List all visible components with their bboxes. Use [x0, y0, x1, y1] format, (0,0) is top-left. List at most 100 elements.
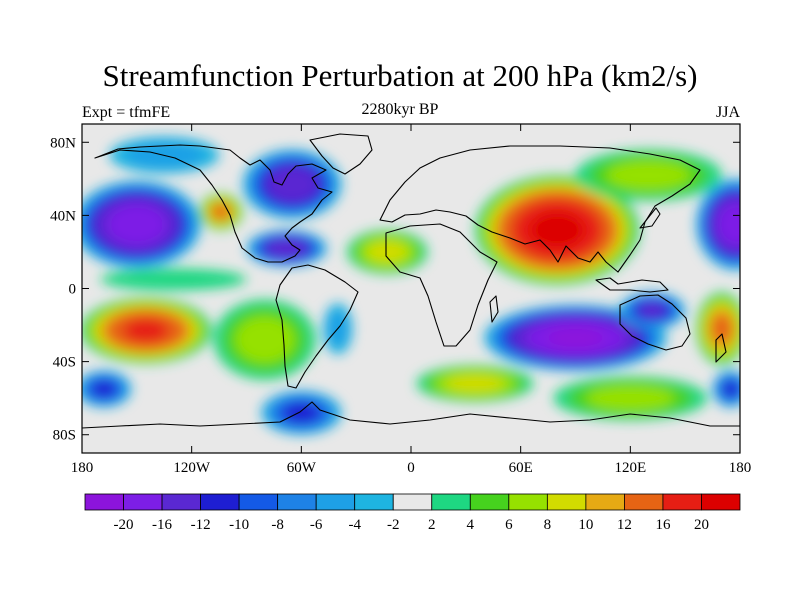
time-label: 2280kyr BP	[361, 101, 439, 118]
contour-fill	[638, 302, 666, 318]
colorbar-swatch	[238, 493, 279, 511]
coast-antarctica	[82, 401, 740, 429]
colorbar-swatch	[315, 493, 356, 511]
feature-north-atlantic-high	[347, 230, 428, 274]
colorbar-label: -10	[229, 517, 249, 533]
coast-greenland	[309, 133, 373, 175]
lon-tick-label: 60E	[509, 460, 533, 476]
colorbar-swatch	[469, 493, 510, 511]
feature-south-indian-high-east	[553, 376, 708, 421]
colorbar-label: -6	[310, 517, 323, 533]
feature-hudson-bay-low	[242, 149, 342, 220]
contour-fill	[265, 238, 309, 259]
contour-fill	[265, 165, 319, 203]
colorbar-label: 6	[505, 517, 513, 533]
plot-title: Streamfunction Perturbation at 200 hPa (…	[102, 58, 698, 93]
colorbar-label: 20	[694, 517, 709, 533]
colorbar-label: -16	[152, 517, 172, 533]
colorbar-swatch	[123, 493, 163, 511]
feature-south-indian-high	[416, 365, 534, 402]
lon-tick-label: 120W	[173, 460, 211, 476]
feature-caribbean-low	[246, 230, 327, 267]
feature-south-ocean-low-west	[82, 370, 132, 408]
feature-pacific-high-east-asia	[575, 149, 722, 201]
field-layer	[82, 136, 740, 435]
contour-fill	[211, 204, 230, 220]
colorbar-swatch	[508, 493, 548, 511]
contour-fill	[717, 202, 740, 247]
map-area	[82, 124, 740, 453]
coast-indonesia	[595, 277, 669, 293]
feature-western-australia-low	[619, 292, 686, 329]
lat-tick-label: 80N	[50, 135, 76, 151]
contour-fill	[122, 318, 170, 343]
feature-south-pacific-high	[82, 297, 212, 364]
colorbar-swatch	[392, 493, 433, 511]
colorbar-label: 4	[467, 517, 475, 533]
colorbar-label: -20	[114, 517, 134, 533]
colorbar: -20 -16 -12 -10 -8 -6 -4 -2 2 4 6 8 10 12 16 20	[84, 493, 741, 533]
coast-new-zealand	[715, 333, 727, 363]
colorbar-swatch	[84, 493, 124, 511]
colorbar-label: 10	[578, 517, 593, 533]
contour-fill	[91, 380, 117, 398]
colorbar-label: -4	[348, 517, 361, 533]
feature-south-america-pacific-high	[213, 299, 316, 380]
lon-tick-label: 180	[71, 460, 94, 476]
experiment-label: Expt = tfmFE	[82, 104, 171, 121]
colorbar-swatch	[277, 493, 317, 511]
contour-fill	[100, 268, 247, 291]
contour-fill	[106, 203, 167, 246]
lat-tick-label: 80S	[53, 428, 76, 444]
colorbar-swatch	[624, 493, 664, 511]
coast-africa	[385, 223, 498, 347]
colorbar-label: 2	[428, 517, 436, 533]
colorbar-label: -2	[387, 517, 400, 533]
contour-fill	[531, 212, 584, 248]
lat-tick-label: 40S	[53, 355, 76, 371]
feature-antarctic-low	[261, 390, 342, 435]
lon-tick-label: 120E	[614, 460, 646, 476]
colorbar-label: 16	[655, 517, 671, 533]
coast-madagascar	[489, 295, 499, 323]
colorbar-swatch	[200, 493, 240, 511]
colorbar-swatch	[701, 493, 741, 511]
colorbar-swatch	[354, 493, 394, 511]
latitude-axis: 80N 40N 0 40S 80S	[50, 135, 740, 444]
contour-fill	[283, 402, 320, 423]
coast-australia	[619, 294, 691, 351]
coastlines	[82, 133, 740, 429]
contour-fill	[445, 374, 505, 393]
feature-south-ocean-low-east	[712, 370, 740, 408]
contour-fill	[722, 380, 740, 398]
feature-tropical-pacific-high	[100, 268, 247, 291]
contour-fill	[546, 327, 605, 349]
feature-tibetan-high	[474, 175, 640, 285]
colorbar-swatch	[161, 493, 201, 511]
feature-south-pacific-high-east	[696, 292, 740, 366]
lon-tick-label: 60W	[287, 460, 317, 476]
lat-tick-label: 0	[69, 282, 77, 298]
coast-japan	[639, 207, 661, 229]
coast-north-america	[94, 144, 333, 263]
colorbar-swatch	[585, 493, 625, 511]
coast-eurasia	[379, 145, 701, 273]
contour-fill	[606, 160, 691, 190]
longitude-axis: 180 120W 60W 0 60E 120E 180	[71, 124, 752, 476]
colorbar-label: 8	[544, 517, 552, 533]
season-label: JJA	[715, 104, 740, 121]
contour-fill	[711, 313, 733, 344]
feature-north-pacific-low-dateline	[696, 178, 740, 271]
feature-south-indian-ocean-low	[484, 304, 667, 371]
colorbar-label: 12	[617, 517, 632, 533]
colorbar-swatch	[431, 493, 471, 511]
contour-fill	[235, 316, 295, 363]
lon-tick-label: 180	[729, 460, 752, 476]
colorbar-swatch	[662, 493, 702, 511]
feature-north-pacific-low	[82, 180, 201, 269]
colorbar-swatch	[546, 493, 587, 511]
colorbar-label: -8	[271, 517, 284, 533]
contour-fill	[586, 385, 675, 411]
lat-tick-label: 40N	[50, 208, 76, 224]
